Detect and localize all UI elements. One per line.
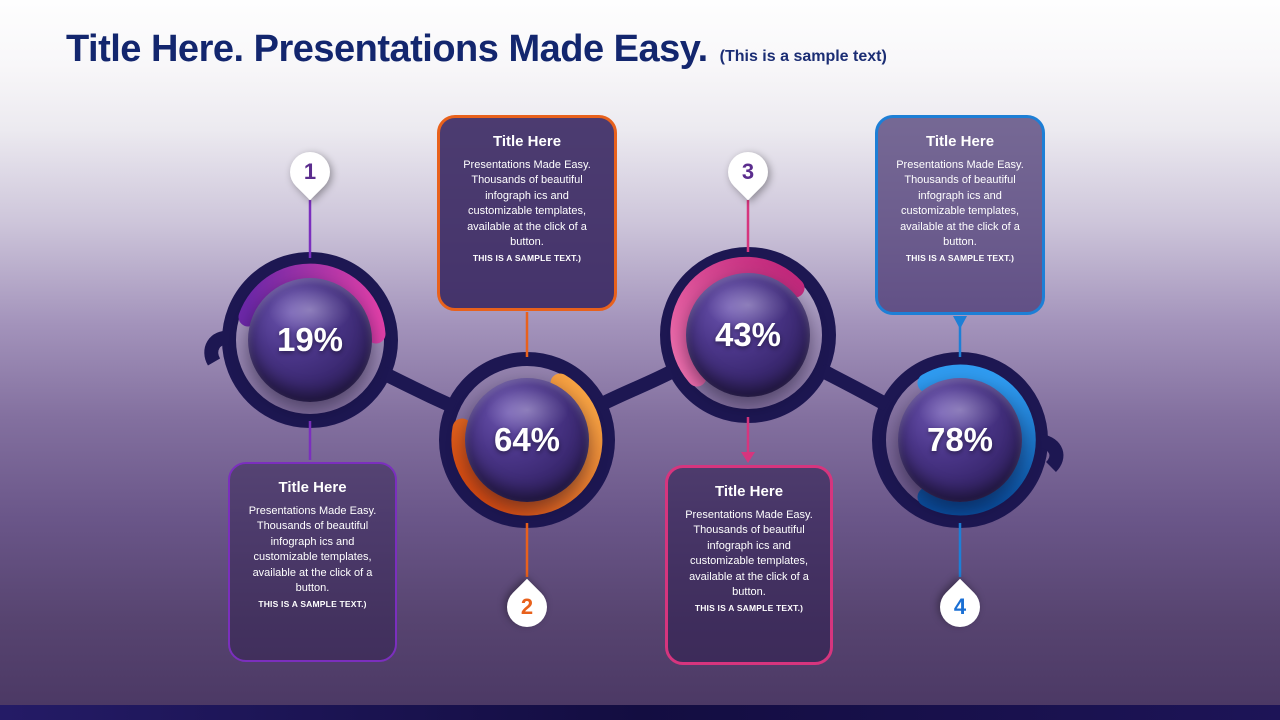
page-title: Title Here. Presentations Made Easy. (Th… bbox=[66, 28, 887, 71]
pin-number-3: 3 bbox=[741, 159, 755, 184]
title-sample-text: (This is a sample text) bbox=[719, 48, 887, 65]
percent-value-2: 64% bbox=[493, 421, 561, 458]
track-tail-right bbox=[1039, 434, 1064, 472]
card-4: Title Here Presentations Made Easy. Thou… bbox=[875, 115, 1045, 315]
card-2-note: THIS IS A SAMPLE TEXT.) bbox=[472, 253, 582, 264]
marker-pin-2: 2 bbox=[498, 578, 556, 636]
card-1-body: Presentations Made Easy. Thousands of be… bbox=[248, 505, 377, 594]
marker-pin-1: 1 bbox=[281, 143, 339, 201]
track-link-1-2 bbox=[379, 366, 457, 414]
pin-number-2: 2 bbox=[520, 594, 534, 619]
card-3-title: Title Here bbox=[714, 483, 784, 500]
card-3-body: Presentations Made Easy. Thousands of be… bbox=[685, 509, 813, 598]
card-4-title: Title Here bbox=[925, 133, 995, 150]
marker-pin-4: 4 bbox=[931, 578, 989, 636]
marker-pin-3: 3 bbox=[719, 143, 777, 201]
card-4-note: THIS IS A SAMPLE TEXT.) bbox=[905, 253, 1015, 264]
track-ring-3 bbox=[660, 247, 836, 423]
card-2-title: Title Here bbox=[492, 133, 562, 150]
track-link-2-3 bbox=[596, 363, 679, 412]
swoosh-arc-1 bbox=[238, 263, 386, 344]
card-3-note: THIS IS A SAMPLE TEXT.) bbox=[694, 603, 804, 614]
percent-value-1: 19% bbox=[276, 321, 344, 358]
swoosh-arc-3 bbox=[670, 256, 805, 387]
card-2: Title Here Presentations Made Easy. Thou… bbox=[437, 115, 617, 311]
bottom-accent-bar bbox=[0, 705, 1280, 720]
percent-value-3: 43% bbox=[714, 316, 782, 353]
card-4-body: Presentations Made Easy. Thousands of be… bbox=[896, 159, 1024, 248]
card-1: Title Here Presentations Made Easy. Thou… bbox=[228, 462, 397, 662]
card-2-body: Presentations Made Easy. Thousands of be… bbox=[463, 159, 591, 248]
pin-number-4: 4 bbox=[953, 594, 967, 619]
title-text: Title Here. Presentations Made Easy. bbox=[66, 28, 708, 70]
percent-circle-4: 78% bbox=[898, 378, 1022, 502]
card-1-title: Title Here bbox=[278, 479, 347, 496]
card-1-note: THIS IS A SAMPLE TEXT.) bbox=[258, 599, 367, 610]
swoosh-arc-2 bbox=[451, 373, 603, 516]
arrow-up-icon bbox=[953, 316, 967, 329]
arrow-down-icon bbox=[741, 452, 755, 463]
percent-value-4: 78% bbox=[926, 421, 994, 458]
track-ring-2 bbox=[439, 352, 615, 528]
track-tail-left bbox=[204, 330, 231, 366]
percent-circle-2: 64% bbox=[465, 378, 589, 502]
swoosh-arc-4 bbox=[917, 364, 1036, 516]
track-link-3-4 bbox=[817, 363, 891, 412]
percent-circle-3: 43% bbox=[686, 273, 810, 397]
card-3: Title Here Presentations Made Easy. Thou… bbox=[665, 465, 833, 665]
track-ring-4 bbox=[872, 352, 1048, 528]
percent-circle-1: 19% bbox=[248, 278, 372, 402]
pin-number-1: 1 bbox=[303, 159, 317, 184]
